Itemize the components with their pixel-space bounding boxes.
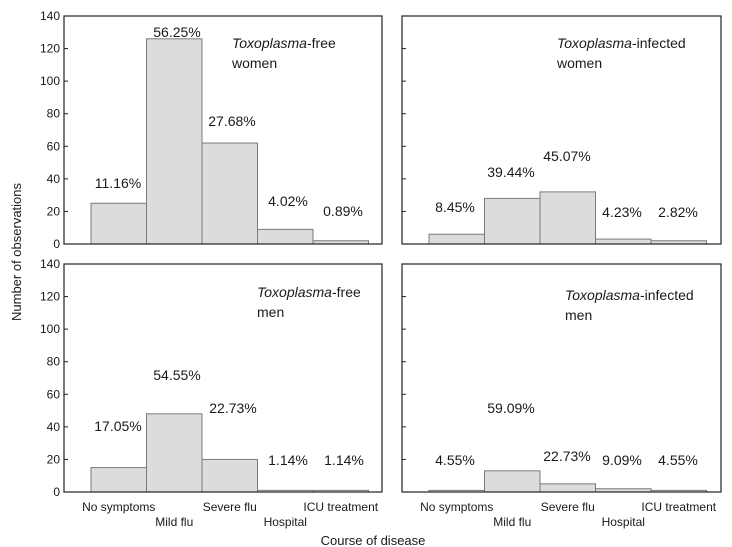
y-tick-label: 80 xyxy=(47,355,61,369)
x-tick-label: Severe flu xyxy=(541,500,595,514)
x-tick-label: ICU treatment xyxy=(303,500,378,514)
panel-title-rest: -free xyxy=(307,35,336,51)
data-label: 27.68% xyxy=(208,113,255,129)
data-label: 4.02% xyxy=(268,193,308,209)
y-tick-label: 40 xyxy=(47,172,61,186)
bar xyxy=(91,203,147,244)
y-tick-label: 100 xyxy=(40,74,60,88)
data-label: 54.55% xyxy=(153,367,200,383)
x-axis-title: Course of disease xyxy=(321,533,426,547)
data-label: 0.89% xyxy=(323,203,363,219)
bar xyxy=(596,239,652,244)
panel-title-line2: women xyxy=(556,55,602,71)
data-label: 8.45% xyxy=(435,199,475,215)
data-label: 4.23% xyxy=(602,204,642,220)
data-label: 17.05% xyxy=(94,418,141,434)
bar xyxy=(258,229,314,244)
chart-panel: 0 20 40 60 80 100 120 140 17.05% 54.55% 22.73% 1.14… xyxy=(40,257,382,529)
panel-title: Toxoplasma-infected xyxy=(565,287,694,303)
data-label: 39.44% xyxy=(487,164,534,180)
data-label: 1.14% xyxy=(268,452,308,468)
panel-title-italic: Toxoplasma xyxy=(232,35,307,51)
data-label: 59.09% xyxy=(487,400,534,416)
y-tick-label: 20 xyxy=(47,204,61,218)
bar xyxy=(485,198,541,244)
data-label: 9.09% xyxy=(602,452,642,468)
y-tick-label: 140 xyxy=(40,9,60,23)
bar xyxy=(147,414,203,492)
chart-panel: 0 20 40 60 80 100 120 140 11.16% 56.25% 27.68% 4.02… xyxy=(40,9,382,251)
data-label: 11.16% xyxy=(95,175,141,191)
x-tick-label: Hospital xyxy=(602,515,645,529)
panel-title: Toxoplasma-free xyxy=(232,35,336,51)
bar xyxy=(540,192,596,244)
x-tick-label: ICU treatment xyxy=(641,500,716,514)
y-tick-label: 140 xyxy=(40,257,60,271)
bar xyxy=(429,234,485,244)
bar xyxy=(485,471,541,492)
panel-title-italic: Toxoplasma xyxy=(565,287,640,303)
data-label: 4.55% xyxy=(658,452,698,468)
panel-title-italic: Toxoplasma xyxy=(257,284,332,300)
panel-title-rest: -infected xyxy=(632,35,686,51)
bar xyxy=(202,143,258,244)
x-tick-label: Severe flu xyxy=(203,500,257,514)
data-label: 4.55% xyxy=(435,452,475,468)
panel-title-italic: Toxoplasma xyxy=(557,35,632,51)
panel-title-rest: -infected xyxy=(640,287,694,303)
x-tick-label: No symptoms xyxy=(82,500,155,514)
bar xyxy=(540,484,596,492)
panel-title-line2: men xyxy=(257,304,284,320)
y-tick-label: 60 xyxy=(47,387,61,401)
y-tick-label: 20 xyxy=(47,452,61,466)
data-label: 2.82% xyxy=(658,204,698,220)
x-tick-label: Hospital xyxy=(264,515,307,529)
x-tick-label: Mild flu xyxy=(155,515,193,529)
y-tick-label: 0 xyxy=(53,485,60,499)
chart-panels: 0 20 40 60 80 100 120 140 11.16% 56.25% 27.68% 4.02… xyxy=(40,9,721,529)
x-tick-label: Mild flu xyxy=(493,515,531,529)
bar xyxy=(91,468,147,492)
y-axis-title: Number of observations xyxy=(9,182,24,321)
panel-title: Toxoplasma-infected xyxy=(557,35,686,51)
data-label: 45.07% xyxy=(543,148,590,164)
data-label: 22.73% xyxy=(209,400,256,416)
bar xyxy=(147,39,203,244)
data-label: 22.73% xyxy=(543,448,590,464)
panel-title: Toxoplasma-free xyxy=(257,284,361,300)
x-tick-label: No symptoms xyxy=(420,500,493,514)
y-tick-label: 120 xyxy=(40,290,60,304)
y-tick-label: 40 xyxy=(47,420,61,434)
bar xyxy=(202,459,258,492)
chart-panel: 8.45% 39.44% 45.07% 4.23% 2.82% Toxoplasma-in… xyxy=(402,16,721,244)
data-label: 56.25% xyxy=(153,24,200,40)
y-tick-label: 60 xyxy=(47,139,61,153)
y-tick-label: 120 xyxy=(40,42,60,56)
y-tick-label: 100 xyxy=(40,322,60,336)
panel-title-line2: men xyxy=(565,307,592,323)
chart-panel: 4.55% 59.09% 22.73% 9.09% 4.55% Toxoplasma-in… xyxy=(402,264,721,529)
data-label: 1.14% xyxy=(324,452,364,468)
y-tick-label: 0 xyxy=(53,237,60,251)
y-tick-label: 80 xyxy=(47,107,61,121)
panel-title-line2: women xyxy=(231,55,277,71)
panel-title-rest: -free xyxy=(332,284,361,300)
